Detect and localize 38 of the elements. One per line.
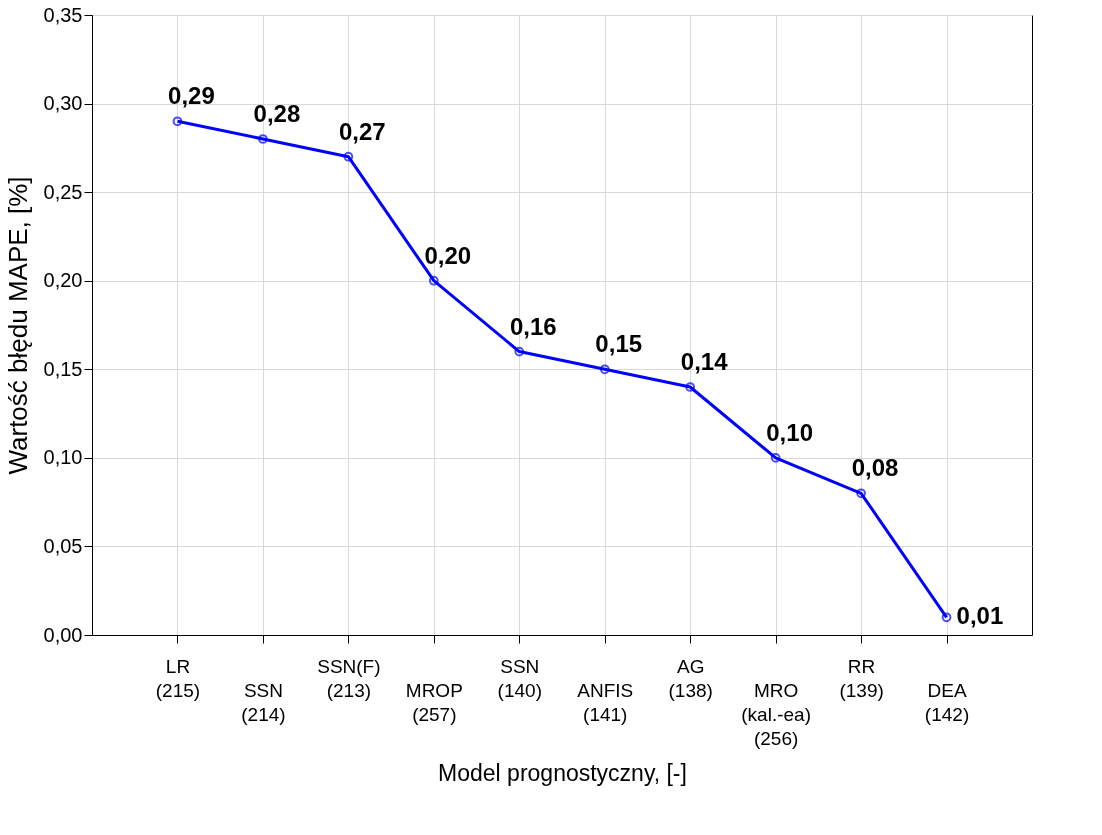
data-label: 0,28 [253, 100, 301, 127]
data-label: 0,16 [509, 312, 557, 340]
data-label: 0,14 [680, 348, 729, 375]
y-tick-label: 0,15 [43, 357, 83, 380]
point [770, 452, 781, 463]
point [856, 488, 866, 499]
data-label: 0,20 [424, 241, 472, 269]
y-tick-label: 0,25 [43, 180, 83, 203]
point [514, 346, 525, 357]
x-tick-label: SSN (140) [497, 655, 542, 701]
y-tick-label: 0,20 [43, 269, 83, 292]
x-tick-label: SSN(F) (213) [317, 655, 381, 701]
y-tick-label: 0,00 [43, 623, 83, 646]
y-tick-label: 0,30 [43, 92, 83, 115]
y-axis-title: Wartość błędu MAPE, [%] [2, 176, 33, 475]
x-tick-label: ANFIS (141) [577, 679, 634, 725]
point [343, 151, 354, 162]
point [685, 382, 696, 392]
x-tick-label: DEA (142) [924, 679, 970, 725]
point [258, 134, 268, 144]
data-label: 0,27 [339, 117, 386, 145]
y-tick-label: 0,10 [43, 446, 83, 469]
x-tick-label: LR (215) [155, 655, 201, 701]
data-label: 0,15 [595, 330, 643, 358]
data-label: 0,10 [766, 418, 813, 446]
point [599, 364, 610, 375]
y-tick-label: 0,35 [43, 3, 83, 26]
y-tick-label: 0,05 [43, 534, 83, 557]
data-label: 0,29 [168, 82, 215, 110]
x-tick-label: MROP (257) [405, 679, 463, 725]
x-tick-label: SSN (214) [241, 679, 286, 725]
x-tick-label: RR (139) [839, 655, 884, 701]
data-label: 0,01 [956, 602, 1004, 630]
x-tick-label: MRO (kal.-ea) (256) [741, 679, 811, 749]
x-axis-title: Model prognostyczny, [-] [438, 759, 687, 786]
data-label: 0,08 [851, 454, 899, 482]
x-tick-label: AG (138) [668, 655, 713, 701]
point [428, 275, 439, 286]
